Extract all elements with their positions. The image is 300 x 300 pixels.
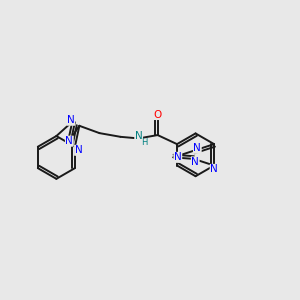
Text: N: N: [75, 145, 82, 155]
Text: N: N: [135, 131, 142, 141]
Text: N: N: [210, 164, 218, 174]
Text: N: N: [191, 157, 199, 167]
Text: N: N: [65, 136, 73, 146]
Text: N: N: [174, 152, 182, 162]
Text: H: H: [141, 138, 147, 147]
Text: O: O: [154, 110, 162, 119]
Text: N: N: [194, 143, 201, 153]
Text: N: N: [67, 115, 75, 125]
